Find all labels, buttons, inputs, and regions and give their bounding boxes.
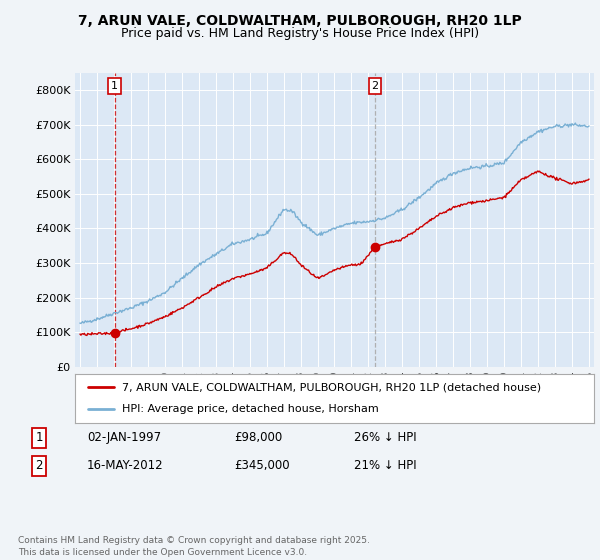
Text: 7, ARUN VALE, COLDWALTHAM, PULBOROUGH, RH20 1LP: 7, ARUN VALE, COLDWALTHAM, PULBOROUGH, R…	[78, 14, 522, 28]
Text: 16-MAY-2012: 16-MAY-2012	[87, 459, 164, 473]
Text: 26% ↓ HPI: 26% ↓ HPI	[354, 431, 416, 445]
Text: 21% ↓ HPI: 21% ↓ HPI	[354, 459, 416, 473]
Text: £98,000: £98,000	[234, 431, 282, 445]
Text: 02-JAN-1997: 02-JAN-1997	[87, 431, 161, 445]
Text: 2: 2	[35, 459, 43, 473]
Text: Price paid vs. HM Land Registry's House Price Index (HPI): Price paid vs. HM Land Registry's House …	[121, 27, 479, 40]
Text: 1: 1	[111, 81, 118, 91]
Text: 1: 1	[35, 431, 43, 445]
Text: £345,000: £345,000	[234, 459, 290, 473]
Text: HPI: Average price, detached house, Horsham: HPI: Average price, detached house, Hors…	[122, 404, 379, 414]
Text: 2: 2	[371, 81, 379, 91]
Text: 7, ARUN VALE, COLDWALTHAM, PULBOROUGH, RH20 1LP (detached house): 7, ARUN VALE, COLDWALTHAM, PULBOROUGH, R…	[122, 382, 541, 393]
Text: Contains HM Land Registry data © Crown copyright and database right 2025.
This d: Contains HM Land Registry data © Crown c…	[18, 536, 370, 557]
